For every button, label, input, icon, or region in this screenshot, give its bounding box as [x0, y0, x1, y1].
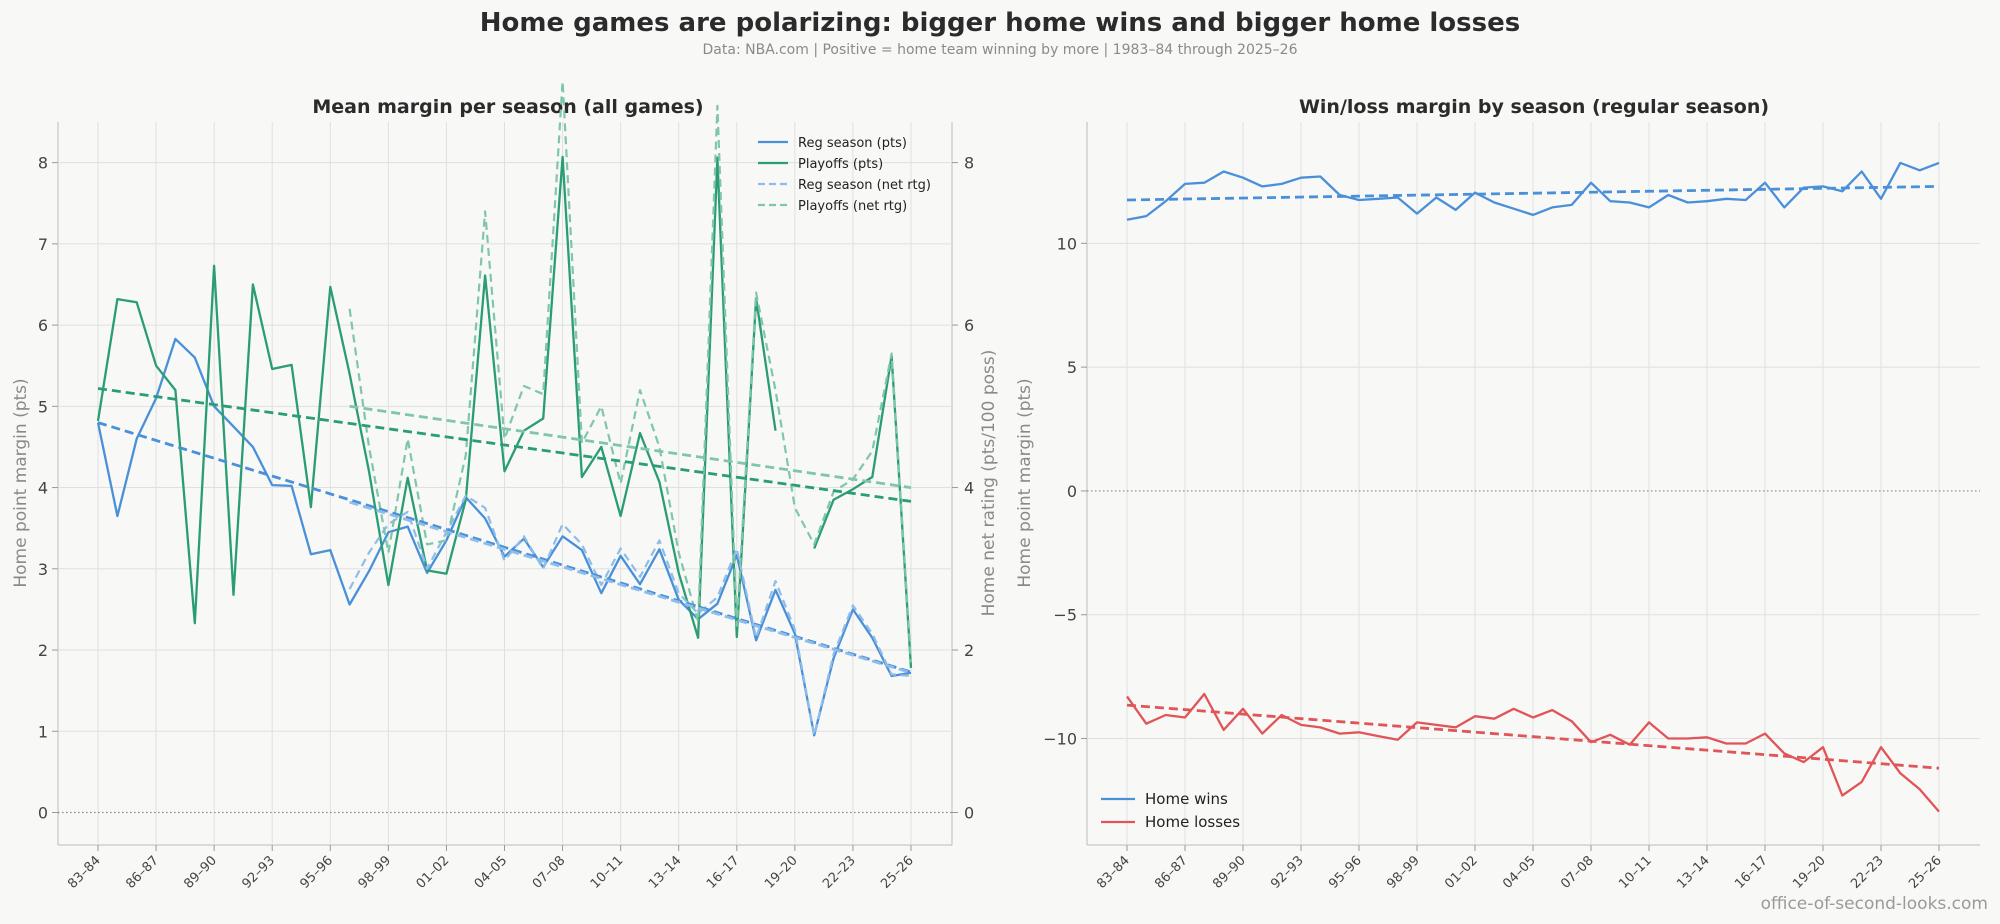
x-tick-label: 83–84: [65, 853, 104, 892]
series-line-reg-season-net-rtg-trend: [349, 500, 912, 675]
y-tick-label: 5: [38, 397, 48, 416]
x-tick-label: 04–05: [472, 853, 511, 892]
x-tick-label: 04–05: [1500, 853, 1539, 892]
y-tick-label: 1: [38, 722, 48, 741]
right-y-axis-label: Home net rating (pts/100 poss): [979, 350, 999, 617]
right-panel-legend: Home wins Home losses: [1101, 790, 1240, 831]
y2-tick-label: 0: [964, 804, 974, 823]
y2-tick-label: 8: [964, 154, 974, 173]
legend-label: Playoffs (net rtg): [798, 199, 907, 214]
x-tick-label: 86–87: [123, 853, 162, 892]
y-tick-label: 7: [38, 235, 48, 254]
left-panel: Mean margin per season (all games) Home …: [11, 80, 999, 892]
legend-label: Playoffs (pts): [798, 157, 883, 172]
x-tick-label: 92–93: [1268, 853, 1307, 892]
x-tick-label: 95–96: [1326, 853, 1365, 892]
series-line-home-losses: [1126, 692, 1940, 813]
series-line-home-losses-trend: [1126, 703, 1940, 770]
x-tick-label: 95–96: [298, 853, 337, 892]
x-tick-label: 19–20: [1790, 853, 1829, 892]
y-tick-label: 0: [38, 804, 48, 823]
x-tick-label: 19–20: [762, 853, 801, 892]
x-tick-label: 25–26: [878, 853, 917, 892]
series-line-reg-season-pts-trend: [97, 421, 912, 674]
series-line-playoffs-pts: [96, 155, 913, 668]
legend-label: Reg season (pts): [798, 136, 907, 151]
legend-label: Home wins: [1145, 790, 1228, 808]
x-tick-label: 86–87: [1152, 853, 1191, 892]
x-tick-label: 25–26: [1906, 853, 1945, 892]
x-tick-label: 16–17: [1732, 853, 1771, 892]
x-tick-label: 07–08: [1558, 853, 1597, 892]
y-tick-label: 10: [1057, 234, 1077, 253]
series-line-playoffs-pts-trend: [97, 387, 912, 503]
y2-tick-label: 4: [964, 479, 974, 498]
x-tick-label: 22–23: [820, 853, 859, 892]
x-tick-label: 13–14: [646, 853, 685, 892]
y2-tick-label: 6: [964, 316, 974, 335]
x-tick-label: 89–90: [181, 853, 220, 892]
x-tick-label: 07–08: [530, 853, 569, 892]
right-panel-y-axis-label: Home point margin (pts): [1015, 378, 1035, 587]
y-tick-label: 6: [38, 316, 48, 335]
y-tick-label: 5: [1067, 358, 1077, 377]
right-panel-title: Win/loss margin by season (regular seaso…: [1299, 96, 1769, 118]
y-tick-label: 3: [38, 560, 48, 579]
x-tick-label: 22–23: [1848, 853, 1887, 892]
x-tick-label: 92–93: [239, 853, 278, 892]
figure-title: Home games are polarizing: bigger home w…: [479, 8, 1521, 38]
x-tick-label: 98–99: [356, 853, 395, 892]
x-tick-label: 13–14: [1674, 853, 1713, 892]
y-tick-label: −10: [1043, 730, 1077, 749]
series-line-playoffs-net-rtg: [348, 80, 913, 663]
figure-subtitle: Data: NBA.com | Positive = home team win…: [702, 42, 1298, 58]
x-tick-label: 83–84: [1094, 853, 1133, 892]
right-panel: Win/loss margin by season (regular seaso…: [1015, 96, 1980, 892]
x-tick-label: 01–02: [414, 853, 453, 892]
series-line-reg-season-pts: [96, 337, 912, 737]
y-tick-label: 4: [38, 479, 48, 498]
series-line-home-wins-trend: [1126, 185, 1940, 202]
x-tick-label: 16–17: [704, 853, 743, 892]
legend-label: Home losses: [1145, 813, 1240, 831]
left-panel-legend: Reg season (pts) Playoffs (pts) Reg season…: [758, 136, 931, 214]
x-tick-label: 10–11: [588, 853, 627, 892]
left-panel-title: Mean margin per season (all games): [312, 96, 703, 118]
y-tick-label: 8: [38, 154, 48, 173]
y2-tick-label: 2: [964, 641, 974, 660]
y-tick-label: 0: [1067, 482, 1077, 501]
left-y-axis-label: Home point margin (pts): [11, 378, 31, 587]
legend-label: Reg season (net rtg): [798, 178, 931, 193]
series-line-reg-season-net-rtg: [348, 494, 912, 737]
y-tick-label: −5: [1053, 606, 1077, 625]
x-tick-label: 01–02: [1442, 853, 1481, 892]
x-tick-label: 10–11: [1616, 853, 1655, 892]
y-tick-label: 2: [38, 641, 48, 660]
x-tick-label: 98–99: [1384, 853, 1423, 892]
x-tick-label: 89–90: [1210, 853, 1249, 892]
watermark: office-of-second-looks.com: [1760, 894, 1988, 914]
series-line-playoffs-net-rtg-trend: [349, 404, 912, 489]
